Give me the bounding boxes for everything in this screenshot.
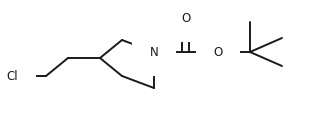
Text: Cl: Cl	[6, 70, 18, 82]
Text: N: N	[150, 46, 158, 59]
Text: O: O	[213, 46, 223, 59]
Text: O: O	[181, 11, 191, 25]
